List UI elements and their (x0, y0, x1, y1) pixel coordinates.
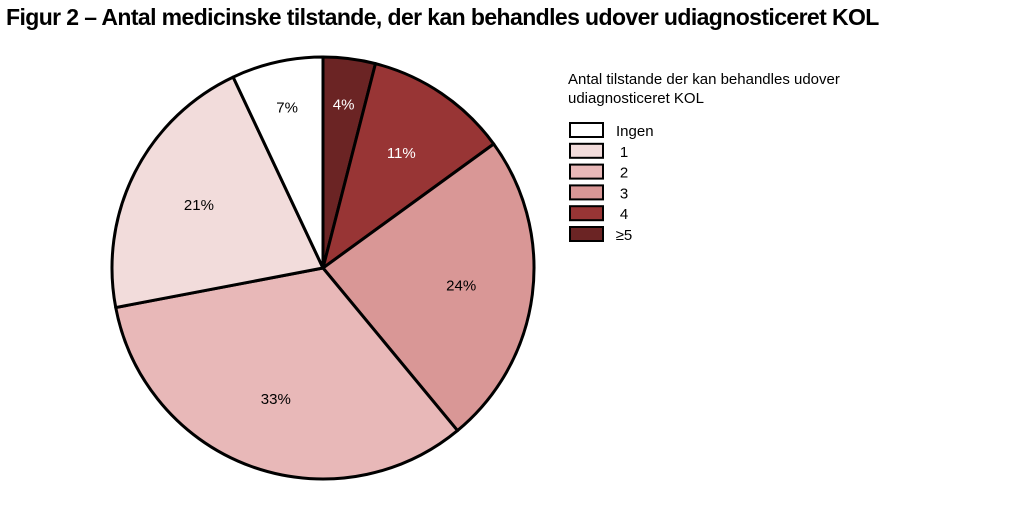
pie-slice-4 (321, 62, 496, 270)
pie-slice-Ingen (231, 55, 325, 270)
legend-swatch-3 (569, 184, 604, 201)
slice-label-1: 21% (184, 197, 214, 214)
legend-label-4: 4 (620, 206, 628, 223)
legend-title-line-2: udiagnosticeret KOL (568, 90, 704, 107)
legend-label-1: 1 (620, 144, 628, 161)
legend-label-Ingen: Ingen (616, 123, 654, 140)
slice-label-3: 24% (446, 277, 476, 294)
legend-swatch-2 (569, 163, 604, 180)
slice-label-2: 33% (261, 391, 291, 408)
pie-slice-3 (321, 142, 536, 433)
pie-slice-labels: 4% 11% 24% 33% 21% 7% (184, 97, 476, 408)
pie-slice-1 (110, 75, 325, 310)
legend-swatch-1 (569, 142, 604, 159)
legend-items: Ingen 1 2 3 4 ≥5 (569, 122, 654, 244)
legend-swatch-4 (569, 205, 604, 222)
legend: Antal tilstande der kan behandles udover… (568, 71, 840, 244)
pie-slices (110, 55, 536, 481)
legend-swatch-≥5 (569, 226, 604, 242)
pie-slice-2 (114, 266, 459, 481)
legend-title-line-1: Antal tilstande der kan behandles udover (568, 71, 840, 88)
slice-label-Ingen: 7% (276, 99, 298, 116)
legend-label-2: 2 (620, 165, 628, 182)
legend-swatch-Ingen (569, 122, 604, 138)
legend-label-≥5: ≥5 (616, 227, 633, 244)
chart-title: Figur 2 – Antal medicinske tilstande, de… (6, 4, 879, 30)
legend-label-3: 3 (620, 185, 628, 202)
slice-label-≥5: 4% (333, 97, 355, 114)
slice-label-4: 11% (387, 145, 416, 162)
